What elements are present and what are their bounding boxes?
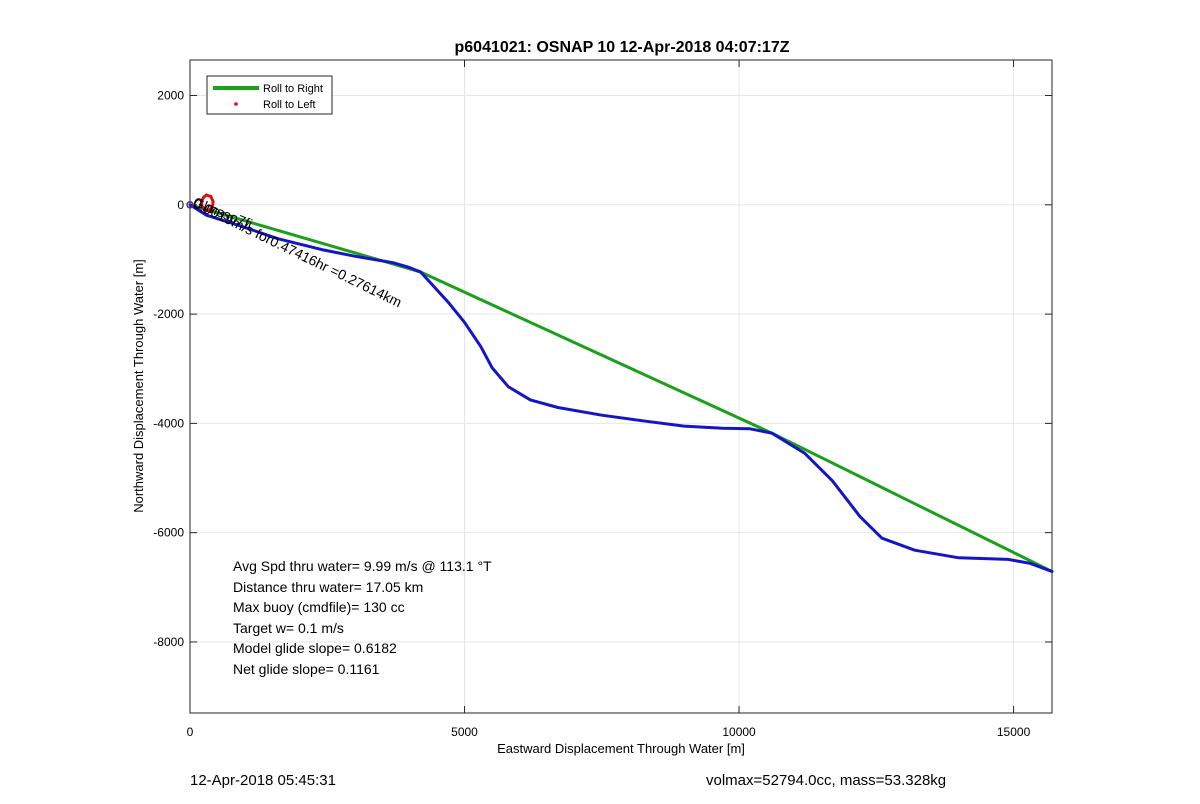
y-tick-label: -4000 [153, 416, 184, 430]
stat-model-glide: Model glide slope= 0.6182 [233, 640, 397, 656]
legend: Roll to Right Roll to Left [206, 75, 333, 115]
roll-left-point [200, 204, 204, 208]
x-tick-label: 0 [187, 725, 194, 739]
stats-box: Avg Spd thru water= 9.99 m/s @ 113.1 °T … [233, 558, 492, 677]
y-tick-label: -6000 [153, 526, 184, 540]
roll-left-loop [199, 193, 215, 213]
start-marker [186, 201, 194, 209]
legend-label-roll-right: Roll to Right [263, 83, 323, 95]
legend-swatch-roll-left [234, 102, 238, 106]
roll-left-point [204, 193, 208, 197]
x-tick-label: 10000 [722, 725, 756, 739]
chart-title: p6041021: OSNAP 10 12-Apr-2018 04:07:17Z [455, 39, 790, 56]
roll-left-point [207, 209, 211, 213]
y-tick-label: -8000 [153, 635, 184, 649]
roll-left-point [200, 200, 204, 204]
stat-distance: Distance thru water= 17.05 km [233, 579, 423, 595]
roll-left-point [211, 200, 215, 204]
plot-frame [189, 59, 1053, 714]
series-layer [186, 193, 1054, 573]
roll-left-point [209, 195, 213, 199]
footer-mass-info: volmax=52794.0cc, mass=53.328kg [706, 772, 947, 789]
footer-timestamp: 12-Apr-2018 05:45:31 [190, 772, 336, 789]
track-annotation: Glmsso7fi 0.0019m/s for0.47416hr =0.2761… [191, 194, 405, 311]
legend-label-roll-left: Roll to Left [263, 99, 316, 111]
stat-avg-speed: Avg Spd thru water= 9.99 m/s @ 113.1 °T [233, 558, 492, 574]
annotation-text: 0.0019m/s for0.47416hr =0.27614km [191, 195, 405, 310]
roll-left-point [211, 205, 215, 209]
x-tick-label: 15000 [997, 725, 1031, 739]
x-axis-label: Eastward Displacement Through Water [m] [497, 741, 745, 756]
grid-lines [190, 60, 1052, 713]
x-tick-label: 5000 [451, 725, 478, 739]
stat-net-glide: Net glide slope= 0.1161 [233, 661, 380, 677]
y-tick-label: 0 [177, 198, 184, 212]
series-line-track [188, 203, 1054, 573]
stat-target-w: Target w= 0.1 m/s [233, 620, 344, 636]
roll-left-point [203, 208, 207, 212]
y-axis-label: Northward Displacement Through Water [m] [131, 259, 146, 513]
stat-max-buoy: Max buoy (cmdfile)= 130 cc [233, 599, 405, 615]
series-line-roll-right [188, 203, 1054, 573]
y-tick-label: 2000 [157, 89, 184, 103]
roll-left-point [202, 195, 206, 199]
legend-box [206, 75, 333, 115]
y-tick-label: -2000 [153, 307, 184, 321]
